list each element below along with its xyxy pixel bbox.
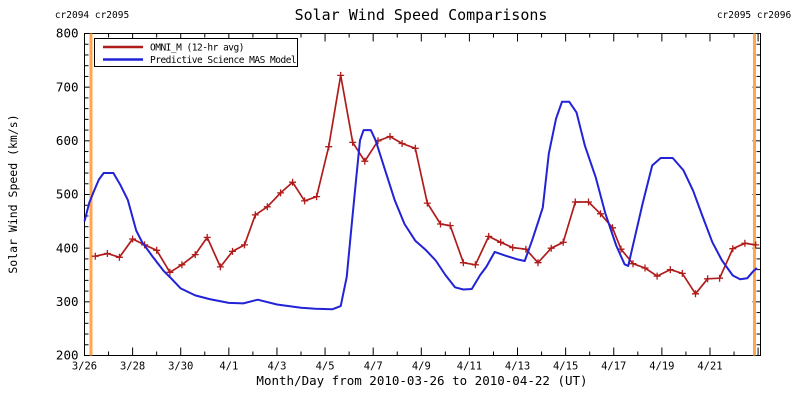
x-tick-label: 3/26 [72, 361, 97, 373]
x-tick-label: 3/28 [120, 361, 145, 373]
legend-mas-label: Predictive Science MAS Model [150, 55, 296, 66]
axes: 3/26 3/28 3/30 4/1 4/3 4/5 4/7 4/9 4/11 4/13 4/15 4… [56, 26, 761, 373]
x-tick-label: 4/3 [267, 361, 286, 373]
x-tick-label: 4/11 [457, 361, 482, 373]
y-tick-label: 400 [56, 240, 79, 255]
y-tick-label: 800 [56, 26, 79, 41]
y-tick-label: 600 [56, 133, 79, 148]
carrington-label-right: cr2095 cr2096 [717, 10, 792, 21]
x-tick-label: 4/15 [553, 361, 578, 373]
legend-box [94, 38, 298, 67]
carrington-label-left: cr2094 cr2095 [55, 10, 129, 21]
x-tick-label: 4/5 [316, 361, 335, 373]
x-axis-title: Month/Day from 2010-03-26 to 2010-04-22 … [256, 373, 587, 388]
mas-model-line [83, 100, 758, 311]
x-tick-label: 4/7 [364, 361, 383, 373]
data-series [83, 71, 760, 311]
plot-frame [84, 33, 761, 356]
x-tick-label: 4/13 [505, 361, 530, 373]
omni-plus-markers [91, 71, 760, 298]
legend-omni-label: OMNI_M (12-hr avg) [150, 43, 244, 54]
x-tick-label: 3/30 [168, 361, 193, 373]
x-tick-label: 4/1 [219, 361, 238, 373]
y-axis-title: Solar Wind Speed (km/s) [6, 114, 20, 273]
x-tick-label: 4/21 [697, 361, 722, 373]
x-tick-label: 4/19 [649, 361, 674, 373]
y-tick-label: 300 [56, 294, 79, 309]
x-tick-label: 4/17 [601, 361, 626, 373]
omni-line [95, 74, 756, 295]
y-tick-label: 500 [56, 187, 79, 202]
legend: OMNI_M (12-hr avg) Predictive Science MA… [94, 38, 298, 67]
y-tick-label: 200 [56, 348, 79, 363]
x-tick-label: 4/9 [412, 361, 431, 373]
y-tick-label: 700 [56, 79, 79, 94]
chart-title: Solar Wind Speed Comparisons [295, 6, 548, 24]
carrington-boundaries [89, 33, 756, 356]
